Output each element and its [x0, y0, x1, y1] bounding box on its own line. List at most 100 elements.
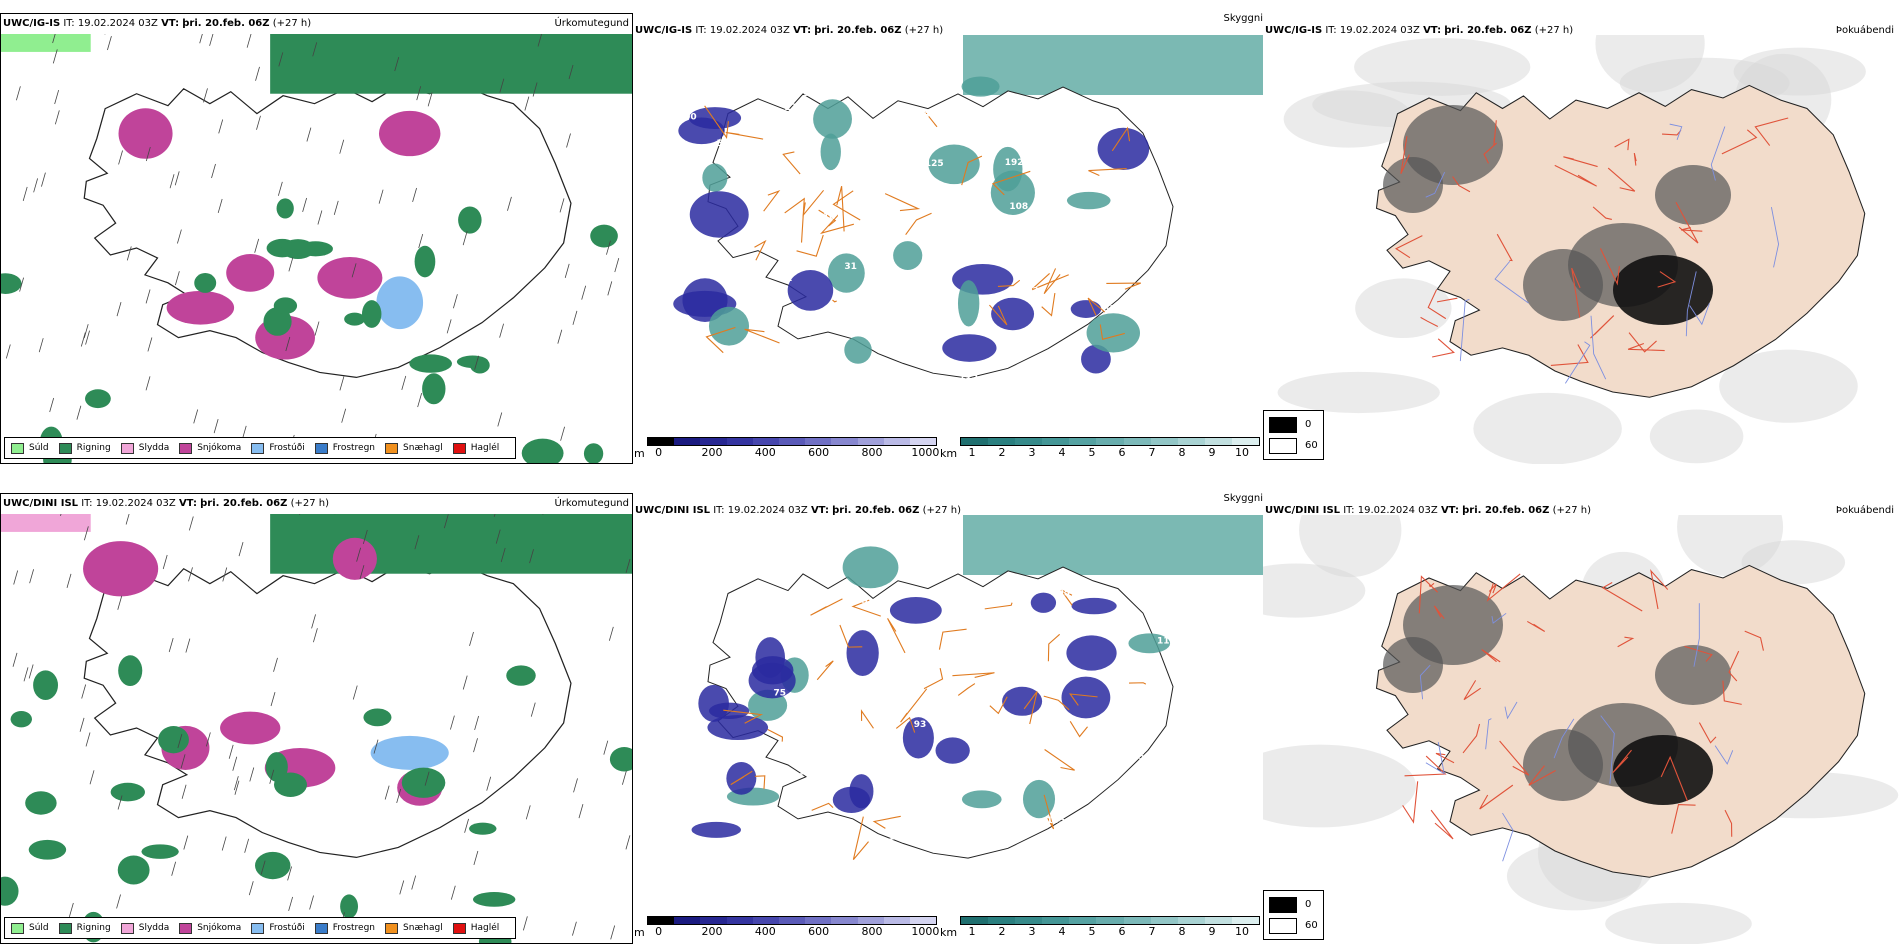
- wind-barb: [54, 89, 60, 105]
- wind-barb: [52, 34, 56, 44]
- scale-tick-label: 2: [998, 925, 1006, 938]
- ceiling-value-label: 127: [861, 63, 880, 73]
- wind-barb: [427, 92, 433, 107]
- scale-swatch: [1096, 438, 1124, 445]
- cloud-area: [957, 280, 980, 327]
- wind-barb: [12, 652, 18, 667]
- wind-barb: [22, 186, 28, 201]
- river-line: [1491, 612, 1507, 624]
- precip-blob: [166, 290, 235, 325]
- scale-swatch: [988, 438, 1016, 445]
- road-line: [1404, 755, 1447, 777]
- ceiling-value-label: 341: [1011, 223, 1030, 233]
- precip-blob: [332, 537, 377, 580]
- cloud-area: [689, 191, 749, 238]
- legend-swatch: [179, 922, 193, 934]
- river-line: [1669, 123, 1683, 140]
- legend-swatch: [452, 922, 466, 934]
- wind-barb: [85, 330, 90, 345]
- road-line: [984, 602, 1013, 610]
- scale-tick-label: 7: [1148, 446, 1156, 459]
- wind-barb: [414, 535, 420, 550]
- wind-barb: [572, 921, 577, 936]
- wind-barb: [68, 902, 74, 918]
- river-line: [1425, 172, 1446, 198]
- fog-area: [1523, 249, 1603, 321]
- river-line: [1689, 303, 1710, 326]
- ceiling-scale-1: 0 200 400 600 800 1000 m: [634, 437, 939, 460]
- scale-swatch: [674, 438, 701, 445]
- legend-swatch: [314, 922, 328, 934]
- fog-area: [1383, 157, 1443, 213]
- wind-barb: [52, 49, 58, 64]
- wind-barb: [188, 567, 193, 582]
- cloud-area: [820, 133, 841, 171]
- wind-barb: [174, 171, 180, 186]
- scale-tick-label: 600: [808, 925, 830, 938]
- scale-tick-label: 1: [968, 925, 976, 938]
- wind-barb: [185, 638, 191, 653]
- ceiling-value-label: 79: [797, 89, 810, 99]
- wind-barb: [500, 547, 506, 563]
- scale-tick-label: 800: [861, 925, 883, 938]
- road-line: [1433, 605, 1445, 620]
- cloud-area: [993, 146, 1023, 192]
- cloud-area: [1070, 300, 1102, 318]
- cloud-area: [751, 656, 794, 685]
- river-line: [1494, 260, 1529, 304]
- fog-gradient: [1473, 392, 1622, 464]
- road-line: [1563, 156, 1598, 168]
- wind-barb: [352, 685, 358, 700]
- rain-blob: [458, 206, 482, 234]
- rain-blob: [276, 198, 294, 219]
- cloud-area: [1061, 676, 1111, 719]
- road-line: [1400, 136, 1410, 174]
- wind-barb: [560, 426, 565, 441]
- ceiling-value-label: 99: [674, 829, 687, 839]
- scale-tick-label: 7: [1148, 925, 1156, 938]
- ceiling-value-label: 66: [735, 382, 748, 392]
- cloud-area: [827, 253, 865, 293]
- wind-barb: [564, 263, 570, 278]
- cloud-area: [961, 76, 1000, 97]
- cloud-area: [942, 334, 997, 362]
- fog-gradient: [1263, 744, 1416, 828]
- wind-barb: [54, 110, 60, 125]
- precip-legend: Súld Rigning Slydda Snjókoma Frostúði Frostre…: [4, 917, 517, 939]
- drizzle-area: [1, 514, 91, 532]
- ceiling-value-label: 71: [780, 274, 793, 284]
- road-line: [1436, 297, 1458, 303]
- road-line: [1675, 202, 1699, 244]
- road-line: [1698, 722, 1717, 744]
- ceiling-value-label: 143: [1157, 326, 1176, 336]
- road-line: [1418, 575, 1438, 614]
- ceiling-value-label: 102: [1020, 287, 1039, 297]
- wind-barb: [83, 324, 89, 339]
- wind-barb: [222, 567, 228, 582]
- scale-swatch: [1096, 917, 1124, 924]
- road-line: [1657, 271, 1677, 288]
- road-line: [905, 212, 932, 235]
- precip-panel-2: UWC/DINI ISL IT: 19.02.2024 03Z VT: þri.…: [0, 493, 633, 944]
- legend-label: Súld: [29, 923, 49, 933]
- ceiling-value-label: 78: [860, 169, 873, 179]
- road-line: [1427, 289, 1447, 320]
- wind-barb: [309, 895, 314, 910]
- rain-blob: [110, 782, 146, 802]
- road-line: [1660, 755, 1688, 802]
- ceiling-value-label: 90: [1037, 103, 1050, 113]
- fog-legend-swatch: [1269, 416, 1297, 433]
- legend-item: Haglél: [452, 922, 499, 934]
- legend-item: Slydda: [120, 922, 169, 934]
- scale-swatch: [961, 438, 989, 445]
- ceiling-value-label: 75: [773, 688, 786, 698]
- river-line: [1714, 745, 1734, 765]
- wind-barb: [493, 514, 496, 517]
- scale-swatch: [1150, 917, 1178, 924]
- wind-barb: [248, 881, 254, 896]
- ceiling-value-label: 220: [1051, 218, 1070, 228]
- scale-swatch: [648, 917, 675, 924]
- legend-item: Frostregn: [314, 922, 375, 934]
- road-line: [1069, 721, 1088, 738]
- scale-tick-label: 10: [1235, 925, 1249, 938]
